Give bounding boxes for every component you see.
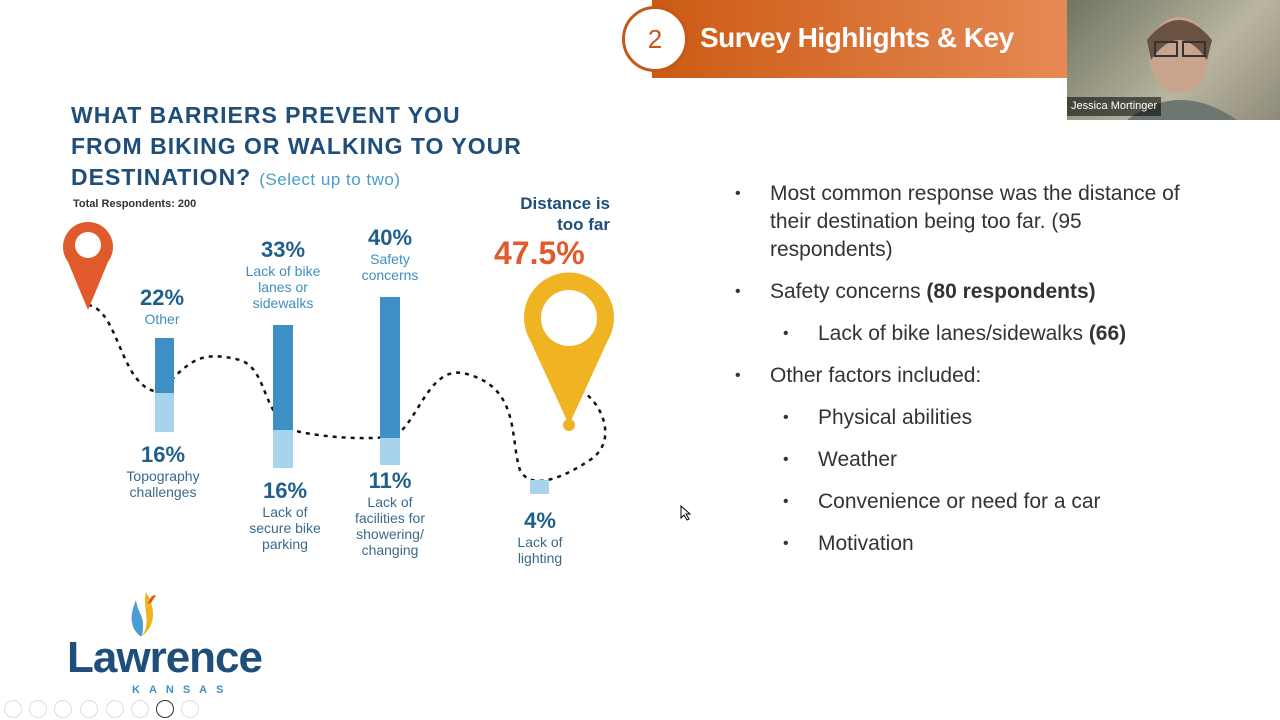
label: too far (557, 215, 610, 234)
label-lighting: 4% Lack of lighting (500, 508, 580, 566)
label: showering/ (356, 526, 424, 542)
flame-logo-icon (131, 592, 156, 636)
bar-topography (155, 393, 174, 432)
bar-showering (380, 438, 400, 465)
bullet-bold: (66) (1088, 322, 1127, 345)
pct: 16% (140, 442, 186, 467)
pct: 11% (368, 468, 412, 493)
bar-lighting (530, 480, 549, 494)
label: concerns (361, 267, 419, 283)
bullet-text: Lack of bike lanes/sidewalks (818, 322, 1089, 345)
pct: 40% (367, 225, 413, 250)
participant-video[interactable]: Jessica Mortinger (1067, 0, 1280, 120)
pct: 47.5% (494, 235, 585, 271)
label: challenges (129, 484, 197, 500)
bullet: Other factors included: (735, 362, 1200, 390)
zoom-button[interactable] (106, 700, 124, 718)
bullet: Motivation (783, 530, 1200, 558)
camera-button[interactable] (156, 700, 174, 718)
label: Other (144, 311, 180, 327)
bullet-list: Most common response was the distance of… (735, 180, 1200, 572)
pen-tool-button[interactable] (54, 700, 72, 718)
section-number: 2 (622, 6, 688, 72)
label: lanes or (258, 279, 308, 295)
label-safety: 40% Safety concerns (345, 225, 435, 283)
bar-bike-lanes (273, 325, 293, 430)
label-bike-lanes: 33% Lack of bike lanes or sidewalks (233, 237, 333, 311)
label-bike-parking: 16% Lack of secure bike parking (235, 478, 335, 552)
bullet: Convenience or need for a car (783, 488, 1200, 516)
bullet: Physical abilities (783, 404, 1200, 432)
label: lighting (517, 550, 563, 566)
label: changing (361, 542, 419, 558)
label: Distance is (520, 194, 610, 213)
start-pin-icon (62, 221, 114, 310)
bullet: Lack of bike lanes/sidewalks (66) (783, 320, 1200, 348)
label: secure bike (249, 520, 321, 536)
bullet: Weather (783, 446, 1200, 474)
label: Lack of bike (245, 263, 321, 279)
bar-other (155, 338, 174, 393)
label: Safety (370, 251, 410, 267)
bullet: Most common response was the distance of… (735, 180, 1200, 264)
pct: 16% (262, 478, 308, 503)
pct: 22% (139, 285, 185, 310)
label-topography: 16% Topography challenges (113, 442, 213, 500)
slides-button[interactable] (80, 700, 98, 718)
bullet-text: Convenience or need for a car (818, 490, 1101, 513)
total-respondents: Total Respondents: 200 (73, 198, 197, 210)
participant-name: Jessica Mortinger (1067, 97, 1162, 116)
path-and-pins (62, 221, 614, 483)
section-title: Survey Highlights & Key (700, 22, 1014, 53)
question-line: DESTINATION? (71, 164, 252, 190)
label: parking (262, 536, 308, 552)
question-line: FROM BIKING OR WALKING TO YOUR (71, 133, 522, 159)
bullet-text: Most common response was the distance of… (770, 182, 1180, 261)
bullet-text: Motivation (818, 532, 914, 555)
next-slide-button[interactable] (29, 700, 47, 718)
label: sidewalks (252, 295, 314, 311)
label: Lack of (367, 494, 413, 510)
logo-name: Lawrence (67, 633, 263, 682)
bar-bike-parking (273, 430, 293, 468)
question-subtitle: (Select up to two) (259, 170, 401, 189)
bullet: Safety concerns (80 respondents) (735, 278, 1200, 306)
question-title: WHAT BARRIERS PREVENT YOU FROM BIKING OR… (71, 100, 522, 195)
bullet-bold: (80 respondents) (926, 280, 1096, 303)
label-distance: Distance is too far 47.5% (490, 193, 610, 271)
label: Lack of (262, 504, 308, 520)
section-header-bar (652, 0, 1072, 78)
pct: 33% (260, 237, 306, 262)
logo-state: KANSAS (132, 684, 233, 696)
question-line: WHAT BARRIERS PREVENT YOU (71, 102, 461, 128)
more-options-button[interactable] (181, 700, 199, 718)
pct: 4% (524, 508, 556, 533)
prev-slide-button[interactable] (4, 700, 22, 718)
label: facilities for (354, 510, 426, 526)
bullet-text: Safety concerns (770, 280, 927, 303)
bullet-text: Physical abilities (818, 406, 973, 429)
bullet-text: Other factors included: (770, 364, 982, 387)
destination-pin-icon (524, 272, 614, 431)
mouse-cursor-icon (680, 505, 692, 521)
label: Topography (126, 468, 200, 484)
bar-safety (380, 297, 400, 438)
label-other: 22% Other (122, 285, 202, 327)
label: Lack of (517, 534, 563, 550)
subtitles-button[interactable] (131, 700, 149, 718)
label-showering: 11% Lack of facilities for showering/ ch… (340, 468, 440, 558)
bullet-text: Weather (818, 448, 897, 471)
